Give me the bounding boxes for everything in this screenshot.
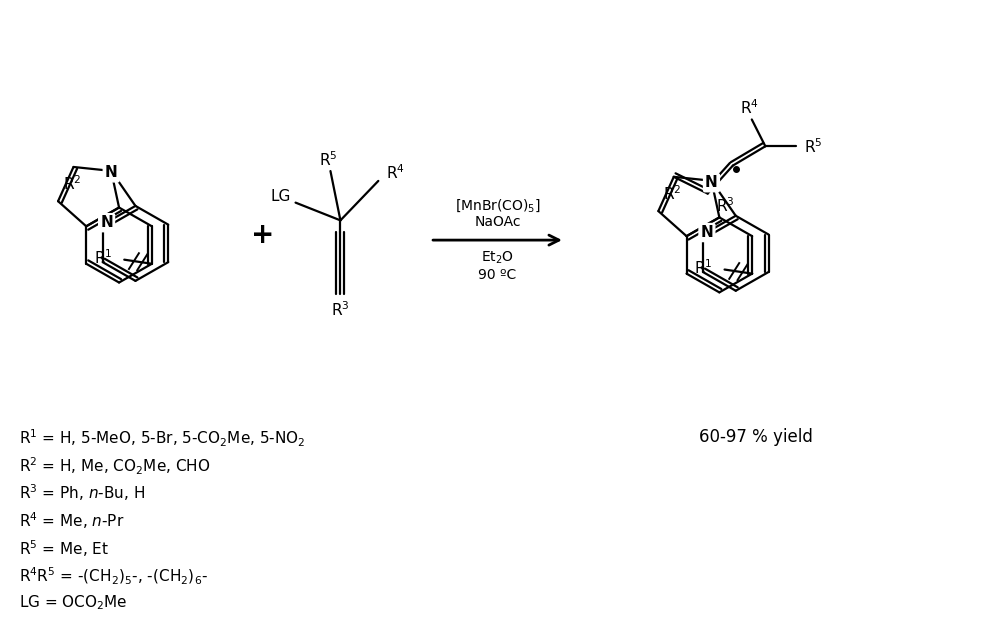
Text: R$^2$: R$^2$ [663, 184, 682, 202]
Text: R$^3$ = Ph, $n$-Bu, H: R$^3$ = Ph, $n$-Bu, H [20, 482, 145, 503]
Text: R$^4$: R$^4$ [387, 164, 405, 183]
Text: R$^5$: R$^5$ [319, 150, 337, 168]
Text: R$^1$ = H, 5-MeO, 5-Br, 5-CO$_2$Me, 5-NO$_2$: R$^1$ = H, 5-MeO, 5-Br, 5-CO$_2$Me, 5-NO… [20, 428, 306, 449]
Text: N: N [705, 175, 718, 190]
Text: R$^4$R$^5$ = -(CH$_2$)$_5$-, -(CH$_2$)$_6$-: R$^4$R$^5$ = -(CH$_2$)$_5$-, -(CH$_2$)$_… [20, 566, 208, 587]
Text: [MnBr(CO)$_5$]: [MnBr(CO)$_5$] [454, 197, 541, 214]
Text: LG: LG [270, 189, 290, 204]
Text: N: N [105, 165, 118, 180]
Text: R$^2$ = H, Me, CO$_2$Me, CHO: R$^2$ = H, Me, CO$_2$Me, CHO [20, 455, 211, 476]
Text: R$^5$ = Me, Et: R$^5$ = Me, Et [20, 538, 109, 559]
Text: R$^1$: R$^1$ [94, 249, 112, 267]
Text: +: + [251, 221, 275, 249]
Text: 60-97 % yield: 60-97 % yield [699, 428, 813, 445]
Text: R$^4$ = Me, $n$-Pr: R$^4$ = Me, $n$-Pr [20, 510, 125, 531]
Text: R$^3$: R$^3$ [716, 196, 735, 215]
Text: R$^1$: R$^1$ [695, 259, 712, 277]
Text: R$^2$: R$^2$ [63, 174, 81, 193]
Text: R$^4$: R$^4$ [741, 98, 759, 117]
Text: Et$_2$O: Et$_2$O [481, 250, 514, 266]
Text: N: N [700, 225, 713, 240]
Text: N: N [100, 215, 113, 230]
Text: 90 ºC: 90 ºC [479, 268, 517, 281]
Text: R$^5$: R$^5$ [803, 137, 822, 155]
Text: NaOAc: NaOAc [474, 215, 521, 230]
Text: LG = OCO$_2$Me: LG = OCO$_2$Me [20, 593, 128, 612]
Text: R$^3$: R$^3$ [332, 300, 350, 320]
